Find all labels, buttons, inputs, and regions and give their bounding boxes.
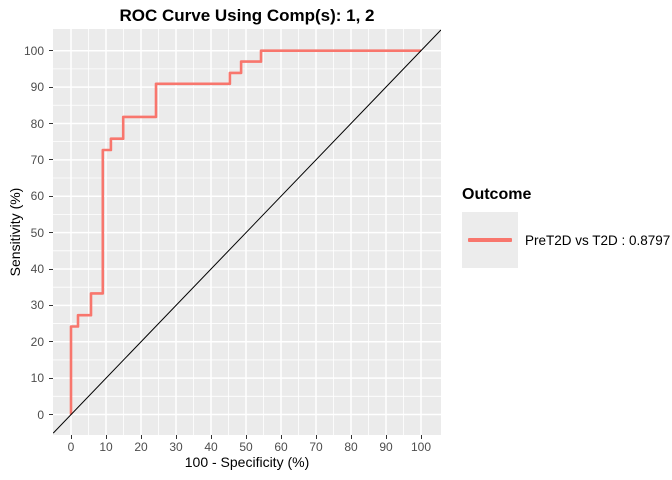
legend-key-line-icon [468, 238, 512, 242]
y-tick-label: 40 [30, 262, 44, 276]
y-tick-label: 80 [30, 116, 44, 131]
x-tick-mark [245, 435, 247, 439]
legend-item: PreT2D vs T2D : 0.8797 [462, 212, 670, 268]
y-tick-mark [49, 304, 53, 306]
x-tick-label: 80 [344, 440, 358, 454]
y-tick-mark [49, 195, 53, 197]
x-tick-label: 50 [239, 440, 253, 454]
legend-item-label: PreT2D vs T2D : 0.8797 [525, 232, 671, 248]
x-tick-label: 40 [204, 440, 218, 454]
x-axis-title: 100 - Specificity (%) [184, 454, 310, 470]
y-tick-mark [49, 159, 53, 161]
x-tick-label: 10 [99, 440, 113, 454]
legend: Outcome PreT2D vs T2D : 0.8797 [462, 186, 670, 268]
y-tick-label: 100 [23, 43, 44, 58]
x-tick-mark [385, 435, 387, 439]
x-tick-mark [175, 435, 177, 439]
x-tick-label: 90 [379, 440, 393, 454]
y-tick-label: 0 [37, 407, 44, 422]
y-tick-mark [49, 232, 53, 234]
y-tick-label: 90 [30, 80, 44, 95]
plot-canvas [53, 29, 441, 435]
x-tick-mark [140, 435, 142, 439]
y-tick-label: 50 [30, 225, 44, 240]
x-tick-mark [315, 435, 317, 439]
y-tick-mark [49, 377, 53, 379]
reference-diagonal-line [53, 29, 441, 434]
x-tick-mark [70, 435, 72, 439]
x-tick-label: 70 [309, 440, 323, 454]
y-tick-mark [49, 86, 53, 88]
legend-key-swatch [462, 212, 518, 268]
y-tick-label: 20 [30, 334, 44, 349]
legend-title: Outcome [462, 186, 532, 203]
y-tick-mark [49, 414, 53, 415]
y-tick-mark [49, 123, 53, 124]
x-tick-mark [105, 435, 107, 439]
y-tick-label: 30 [30, 298, 44, 313]
x-tick-mark [420, 435, 422, 439]
y-tick-label: 70 [30, 152, 44, 167]
y-tick-mark [49, 268, 53, 270]
plot-title: ROC Curve Using Comp(s): 1, 2 [119, 6, 375, 25]
x-tick-mark [210, 435, 212, 439]
plot-panel [53, 29, 441, 435]
y-axis-title: Sensitivity (%) [7, 187, 23, 277]
x-tick-label: 30 [169, 440, 183, 454]
x-tick-mark [350, 435, 352, 439]
y-tick-mark [49, 341, 53, 343]
x-tick-mark [280, 435, 282, 439]
y-tick-label: 10 [30, 371, 44, 386]
x-tick-label: 20 [134, 440, 148, 454]
y-tick-mark [49, 50, 53, 52]
x-tick-label: 0 [67, 440, 75, 454]
x-tick-label: 60 [274, 440, 288, 454]
roc-curve-line [69, 49, 421, 415]
y-tick-label: 60 [30, 189, 44, 204]
x-tick-label: 100 [410, 440, 432, 454]
